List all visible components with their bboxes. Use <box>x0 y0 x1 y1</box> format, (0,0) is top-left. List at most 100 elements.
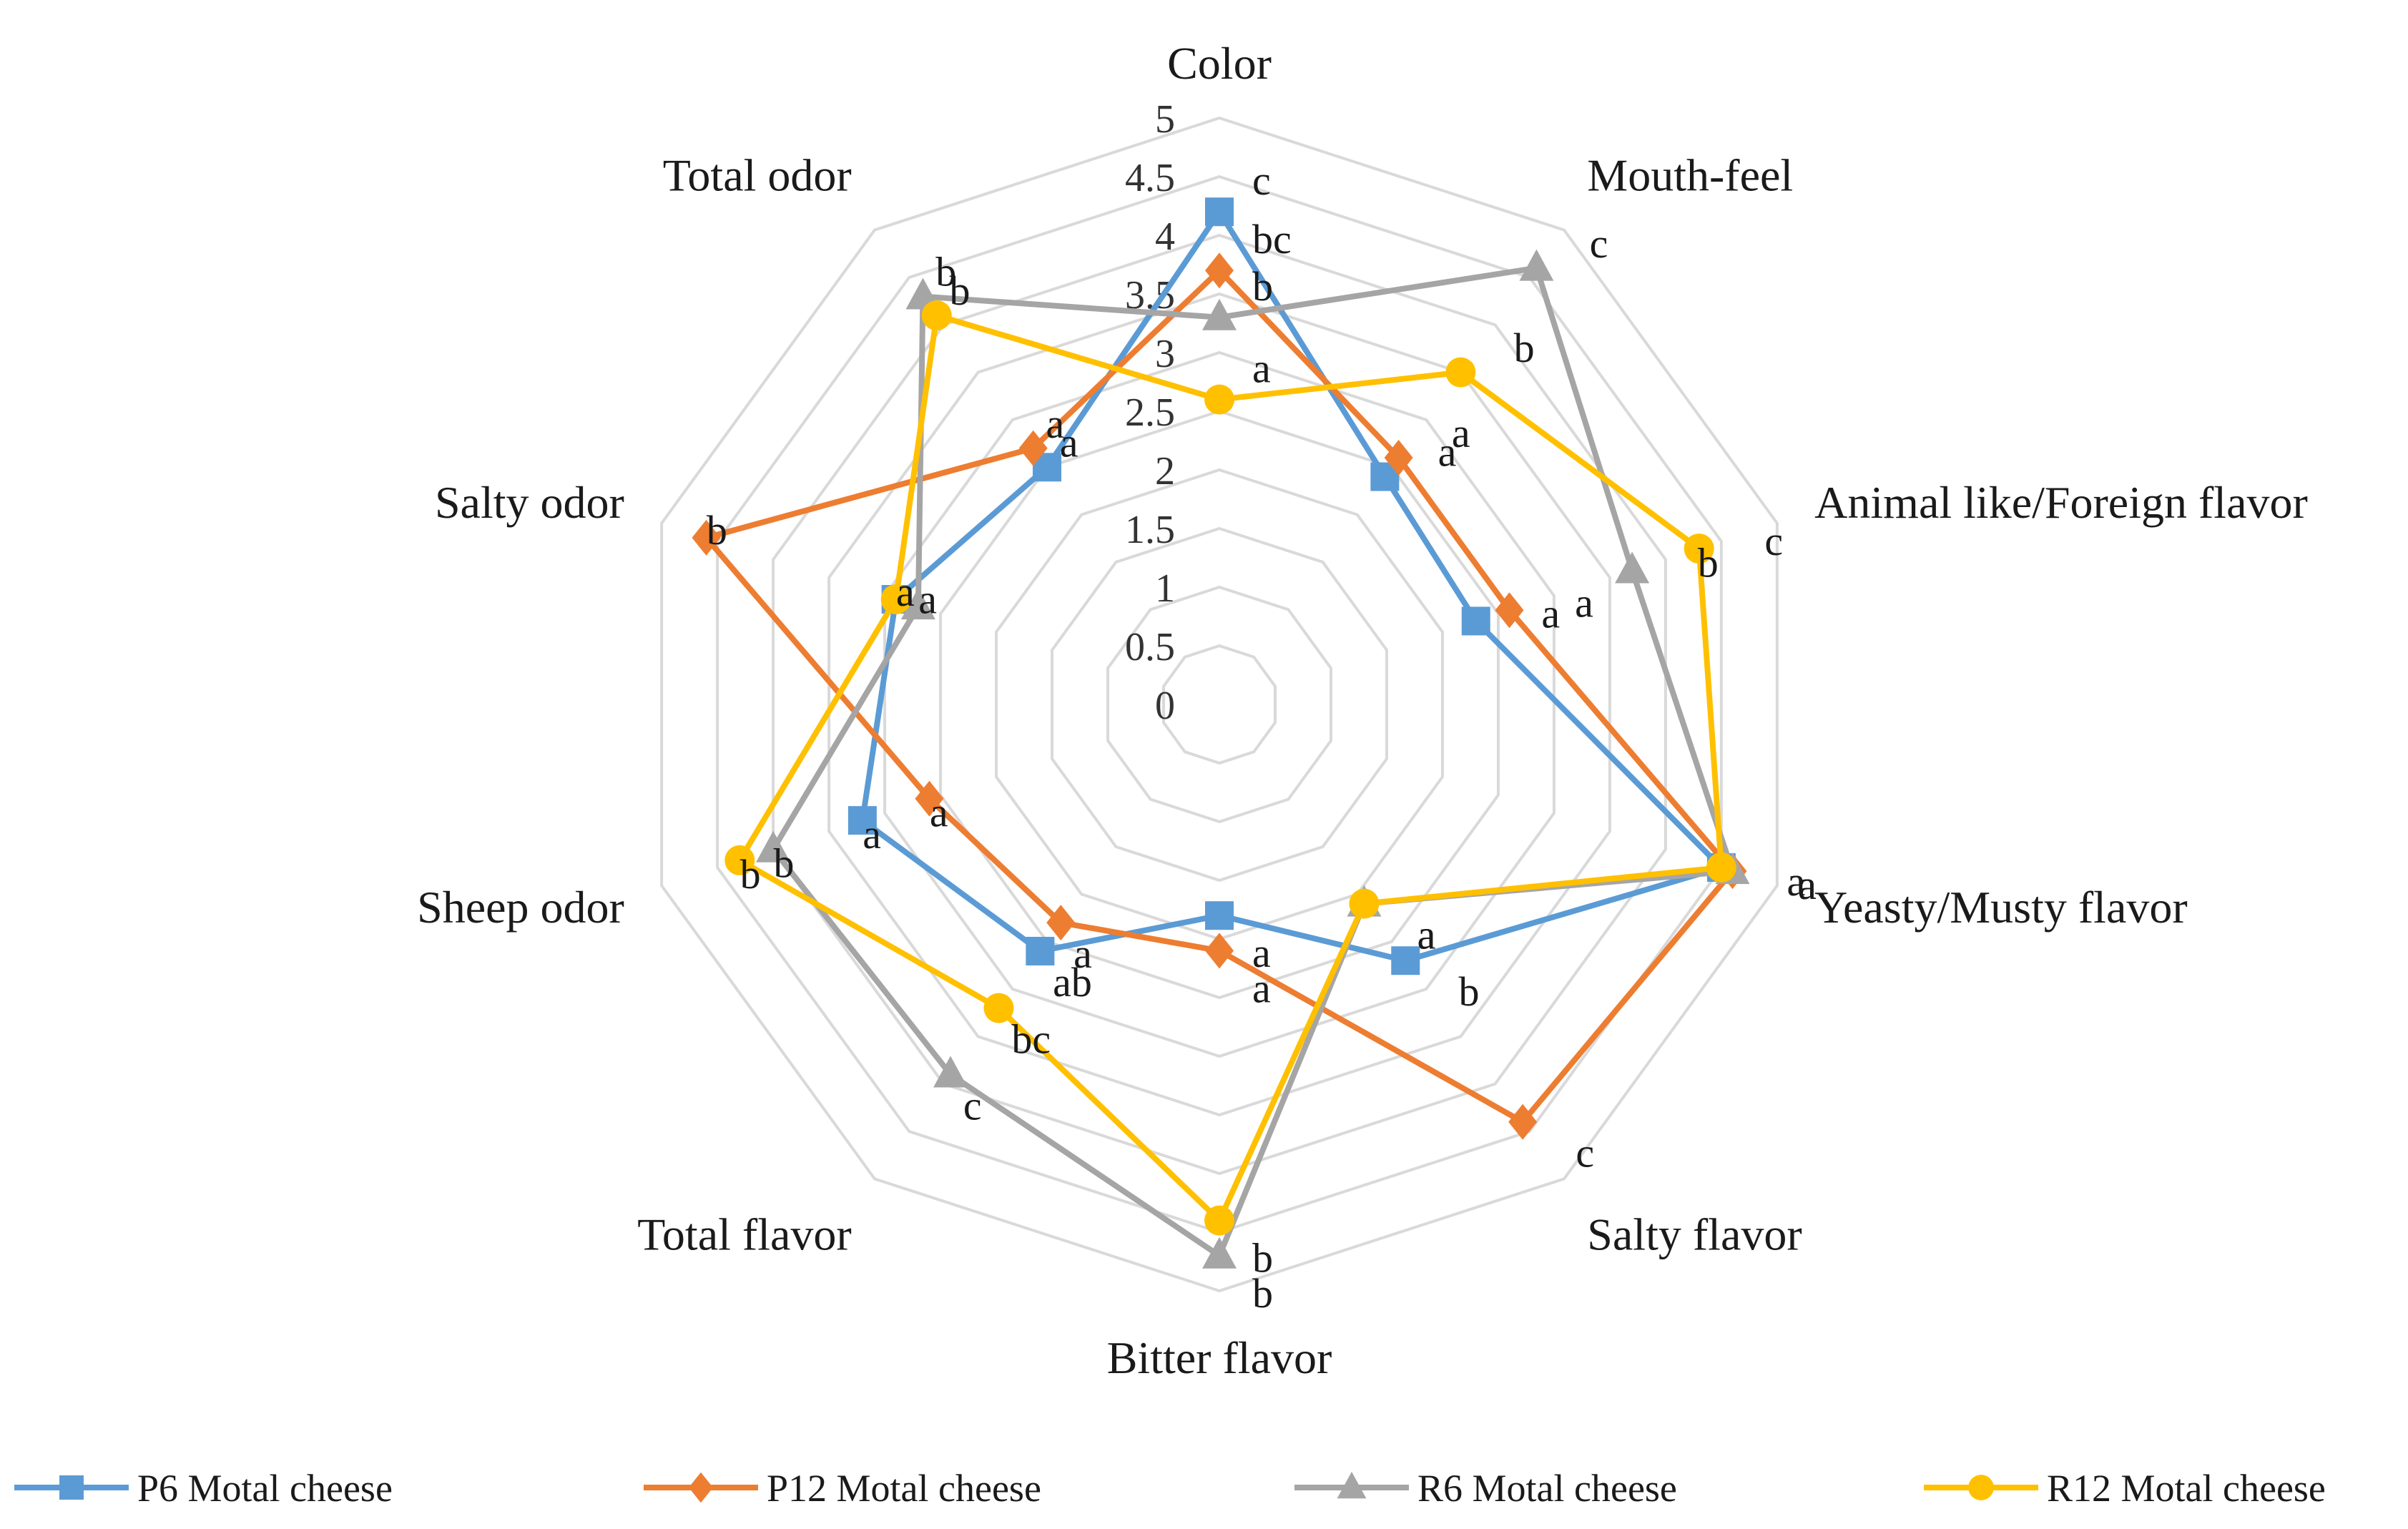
data-point <box>915 780 944 817</box>
grid-ring <box>827 292 1611 1117</box>
tick-label: 0.5 <box>1125 625 1175 669</box>
significance-letter: a <box>1417 911 1436 958</box>
legend-label: R12 Motal cheese <box>2047 1467 2326 1510</box>
tick-label: 1 <box>1155 566 1175 611</box>
grid-ring <box>1106 585 1332 824</box>
category-label: Salty flavor <box>1587 1209 1802 1259</box>
legend-marker <box>1968 1475 1994 1500</box>
significance-letter: c <box>1764 518 1783 564</box>
significance-letter: b <box>1252 263 1273 310</box>
significance-letter: ab <box>1053 959 1092 1006</box>
data-point <box>1684 534 1714 564</box>
significance-letter: a <box>1787 858 1806 905</box>
tick-label: 4 <box>1155 215 1175 259</box>
significance-letter: a <box>863 811 881 857</box>
category-label: Bitter flavor <box>1107 1332 1332 1383</box>
legend-marker <box>1337 1471 1367 1499</box>
category-label: Color <box>1167 38 1272 89</box>
significance-letter: b <box>1458 968 1479 1015</box>
significance-letter: c <box>1252 157 1271 204</box>
significance-letter: b <box>740 851 761 898</box>
tick-label: 0 <box>1155 684 1175 728</box>
significance-letter: a <box>1541 591 1560 637</box>
category-label: Yeasty/Musty flavor <box>1814 882 2188 933</box>
radial-axis-ticks: 00.511.522.533.544.55 <box>1125 97 1175 728</box>
tick-label: 4.5 <box>1125 156 1175 200</box>
legend-label: P12 Motal cheese <box>767 1467 1041 1510</box>
significance-letter: a <box>1787 858 1806 905</box>
series-p12-motal-cheese <box>692 252 1747 1140</box>
category-label: Animal like/Foreign flavor <box>1814 477 2308 528</box>
data-point <box>880 584 911 615</box>
legend: P6 Motal cheese P12 Motal cheese R6 Motal … <box>14 1467 2326 1510</box>
significance-letter: a <box>1060 419 1078 466</box>
data-point <box>900 588 935 620</box>
data-point <box>1461 606 1490 636</box>
grid-ring <box>939 409 1500 1000</box>
series-line <box>737 313 1724 1224</box>
data-point <box>921 300 952 331</box>
data-point <box>1202 1237 1237 1269</box>
significance-letter: a <box>896 569 915 615</box>
significance-letter: a <box>896 569 915 615</box>
significance-letter: b <box>773 840 794 887</box>
category-label: Salty odor <box>435 477 624 528</box>
significance-letter: c <box>1590 220 1608 267</box>
significance-letter: a <box>918 576 937 622</box>
data-point <box>1495 592 1524 629</box>
data-point <box>724 845 755 875</box>
data-point <box>756 830 791 862</box>
data-point <box>1204 1205 1234 1236</box>
significance-letter: b <box>707 507 727 554</box>
significance-letter: a <box>1798 862 1817 908</box>
data-point <box>1205 933 1234 969</box>
data-point <box>692 519 721 556</box>
series-r12-motal-cheese <box>724 300 1736 1236</box>
data-point <box>1706 852 1736 883</box>
significance-letter: a <box>1046 400 1065 447</box>
tick-label: 2 <box>1155 449 1175 493</box>
grid-ring <box>772 233 1667 1176</box>
significance-letter: a <box>1252 930 1271 976</box>
data-point <box>1018 430 1048 466</box>
tick-label: 1.5 <box>1125 508 1175 552</box>
category-labels: Color Mouth-feel Animal like/Foreign flavo… <box>417 38 2308 1383</box>
tick-label: 3 <box>1155 332 1175 376</box>
significance-letter: a <box>930 790 948 836</box>
tick-label: 5 <box>1155 97 1175 142</box>
legend-item: R6 Motal cheese <box>1294 1467 1677 1510</box>
data-point <box>983 993 1014 1023</box>
significance-letter: a <box>1575 579 1593 626</box>
data-point <box>1026 936 1055 965</box>
data-point <box>1384 440 1413 476</box>
significance-letter: a <box>1438 429 1457 476</box>
data-point <box>1204 384 1234 415</box>
grid-ring <box>883 350 1556 1058</box>
tick-label: 2.5 <box>1125 390 1175 435</box>
significance-letter: b <box>1514 325 1535 371</box>
data-point <box>1391 946 1420 975</box>
significance-letter: b <box>1698 540 1719 586</box>
series-line <box>770 265 1736 1259</box>
data-point <box>1349 888 1380 919</box>
data-point <box>1519 249 1554 281</box>
data-point <box>1205 197 1234 227</box>
significance-letter: b <box>950 267 970 314</box>
legend-marker <box>59 1475 84 1500</box>
data-point <box>1202 298 1237 330</box>
data-point <box>1615 551 1650 584</box>
category-label: Sheep odor <box>417 882 624 933</box>
category-label: Total odor <box>663 150 852 201</box>
grid-ring <box>660 116 1779 1293</box>
significance-letter: a <box>1452 410 1470 456</box>
significance-letter: a <box>1252 965 1271 1011</box>
legend-label: R6 Motal cheese <box>1417 1467 1677 1510</box>
significance-letter: bc <box>1252 216 1292 262</box>
radar-grid <box>660 116 1779 1293</box>
grid-ring <box>995 468 1444 941</box>
significance-letter: c <box>1576 1130 1594 1176</box>
significance-letter: c <box>963 1082 982 1129</box>
data-point <box>1445 357 1476 388</box>
